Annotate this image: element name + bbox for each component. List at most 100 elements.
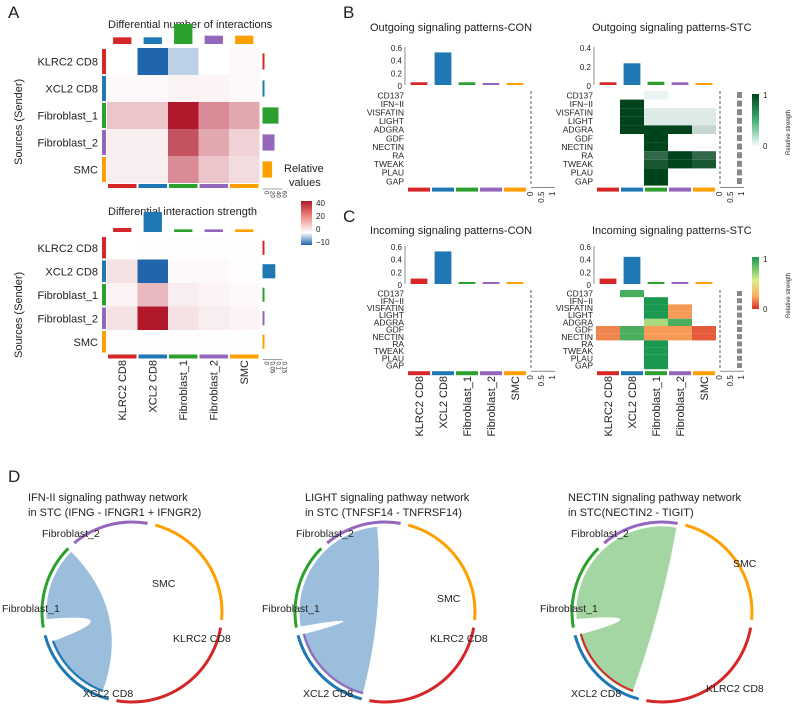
chord2-label: Fibroblast_1 [262,603,320,615]
out-stc-side-mark [737,169,742,176]
in-con-bar-tick: 0.2 [391,268,403,277]
out-stc-bar-tick: 0.2 [580,63,592,72]
hmA1-right-bar [262,161,273,178]
in-stc-row-label: IFN−II [570,296,593,306]
chord2-label: XCL2 CD8 [303,688,353,700]
chord1-ring-segment [154,523,224,620]
in-stc-col-strip [645,371,667,376]
in-con-top-bar [506,282,524,284]
panel-c-column-labels: KLRC2 CD8 XCL2 CD8 Fibroblast_1 Fibroblast_… [414,376,711,437]
out-con-side-tick: 0 [526,191,535,196]
hmA2-row-strip [102,331,106,353]
in-stc-col-strip [597,371,619,376]
legend-colorbar-b [752,94,759,146]
out-stc-cell [692,159,716,169]
out-con-row-label: ADGRA [374,125,405,135]
hmA1-col-strip [108,184,137,188]
out-con-bar-tick: 0.4 [391,57,403,66]
out-stc-col-strip [645,187,667,192]
chord1-label: KLRC2 CD8 [173,633,231,645]
hmA1-cell [107,129,138,156]
hmA1-cell [229,102,260,129]
chord1-ring-segment [73,520,148,545]
in-stc-cell [692,333,716,341]
in-con-row-label: CD137 [378,289,405,299]
hmA2-cell [198,306,229,330]
out-stc-top-bar [623,63,641,85]
panel-c-col-label: SMC [510,376,522,401]
hmA2-cell [229,330,260,354]
out-stc-cell [668,116,692,126]
panel-c-col-label: XCL2 CD8 [627,376,639,429]
out-stc-side-tick: 1 [737,191,746,196]
in-con-row-label: ADGRA [374,317,405,327]
in-stc-row-label: LIGHT [568,310,593,320]
chord1-label: Fibroblast_1 [2,603,60,615]
panel-a-col-label: KLRC2 CD8 [117,360,129,421]
hmA1-cell [137,102,168,129]
hmA2-cell [107,330,138,354]
in-stc-cell [644,311,668,319]
chord1-ring-segment [43,634,110,701]
in-stc-cell [596,333,620,341]
panel-b-heatmaps: 0.60.40.20CD137IFN−IIVISFATINLIGHTADGRAG… [367,44,746,203]
hmA1-cell [198,102,229,129]
out-stc-row-label: TWEAK [563,159,594,169]
hmA2-cell [137,259,168,283]
hmA1-cell [168,129,199,156]
out-stc-row-label: VISFATIN [556,108,593,118]
hmA2-cell [198,283,229,307]
hmA2-row-label: Fibroblast_2 [37,313,98,325]
in-stc-cell [644,318,668,326]
hmA1-row-strip [102,49,106,74]
chord2-title-line1: LIGHT signaling pathway network [305,492,470,504]
in-con-row-label: VISFATIN [367,303,404,313]
chord2-label: Fibroblast_2 [296,528,354,540]
out-stc-side-mark [737,152,742,159]
out-stc-cell [668,151,692,160]
hmA1-right-tick: 40 [275,191,281,198]
legend-c-title: Relative strength [786,273,792,318]
hmA1-cell [137,129,168,156]
in-stc-side-mark [737,348,742,354]
hmA2-cell [229,306,260,330]
out-stc-cell [644,91,668,100]
in-stc-bar-tick: 0.2 [580,268,592,277]
chord1-label: XCL2 CD8 [83,688,133,700]
in-con-side-tick: 0.5 [537,375,546,387]
in-stc-row-label: GDF [575,325,593,335]
in-stc-bar-tick: 0 [587,281,592,290]
legend-colorbar-a [301,201,312,245]
out-stc-cell [644,159,668,169]
out-con-top-bar [506,83,524,85]
hmA1-cell [168,102,199,129]
hmA1-right-tick: 0 [263,191,269,195]
in-con-row-label: GAP [386,361,404,371]
out-con-col-strip [504,187,526,192]
hmA2-cell [198,236,229,260]
in-stc-row-label: GAP [575,361,593,371]
chord2-label: KLRC2 CD8 [430,633,488,645]
out-con-row-label: GAP [386,176,404,186]
out-stc-cell [644,134,668,143]
out-con-bar-tick: 0.6 [391,44,403,53]
chord3-ring-segment [603,520,678,545]
hmA1-cell [229,156,260,183]
chord3-label: Fibroblast_1 [540,603,598,615]
panel-a-ylabel-top: Sources (Sender) [13,79,25,165]
hmA1-cell [107,156,138,183]
in-stc-cell [596,326,620,334]
out-stc-cell [668,108,692,117]
out-stc-cell [668,125,692,134]
hmA1-row-label: Fibroblast_2 [37,138,98,150]
in-con-bar-tick: 0.4 [391,256,403,265]
in-con-col-strip [432,371,454,376]
hmA2-top-bar [235,229,254,232]
hmA2-cell [137,283,168,307]
panel-c-col-label: Fibroblast_1 [462,376,474,437]
hmA2-row-strip [102,307,106,329]
panel-c-heatmaps: 0.60.40.20CD137IFN−IIVISFATINLIGHTADGRAG… [367,243,746,386]
in-stc-cell [644,354,668,362]
out-stc-top-bar [695,83,713,85]
